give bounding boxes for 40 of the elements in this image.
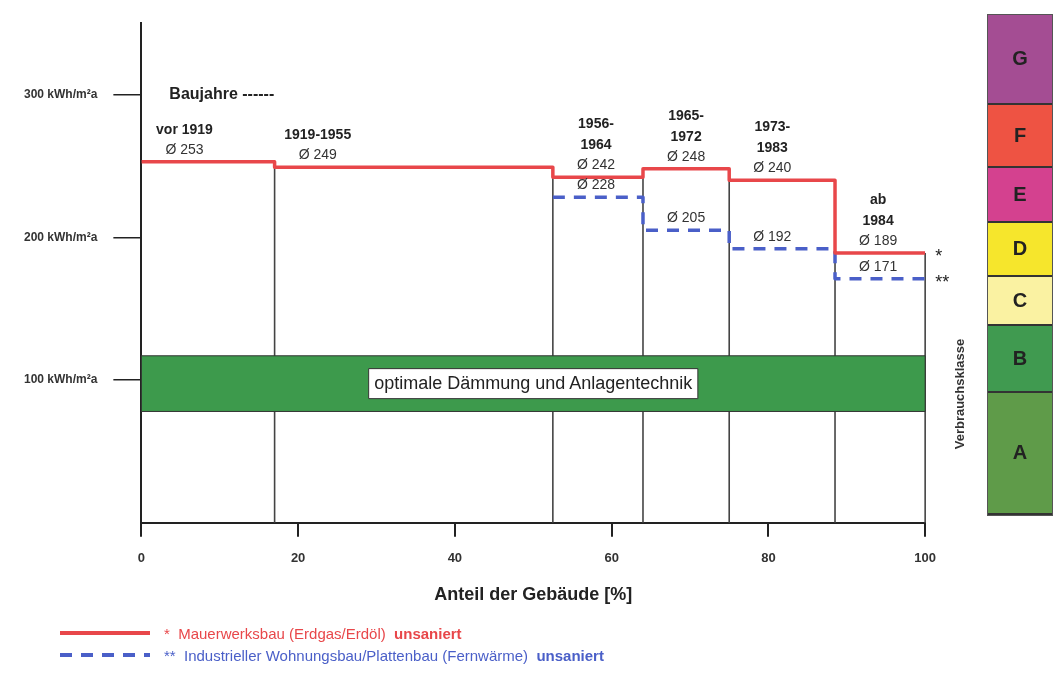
y-tick-label: 300 kWh/m²a: [24, 86, 98, 101]
data-label: Ø 253: [165, 140, 204, 157]
data-label: Ø 249: [298, 146, 337, 163]
category-label: E: [988, 168, 1052, 224]
data-label: Ø 242: [576, 156, 616, 173]
data-label: Ø 248: [667, 147, 706, 164]
text: * Mauerwerksbau (Erdgas/Erdöl) unsaniert: [164, 624, 462, 642]
annotation: 1919-1955: [284, 126, 352, 143]
category-label: D: [988, 223, 1052, 277]
band-label: optimale Dämmung und Anlagentechnik: [374, 372, 694, 393]
annotation: ab 1984: [862, 190, 894, 228]
y-tick-label: 200 kWh/m²a: [24, 229, 98, 244]
annotation: 1965- 1972: [668, 106, 705, 144]
text: Verbrauchsklasse: [951, 338, 967, 450]
category-label: A: [988, 392, 1052, 515]
data-label: Ø 240: [753, 159, 792, 176]
annotation: vor 1919: [156, 120, 214, 137]
data-label: Ø 189: [859, 231, 898, 248]
x-tick-label: 60: [604, 550, 619, 566]
text: ** Industrieller Wohnungsbau/Plattenbau (Fernwärme) unsaniert: [164, 646, 604, 664]
annotation: 1973- 1983: [754, 118, 791, 156]
data-label: Ø 205: [667, 209, 706, 226]
category-label: C: [988, 276, 1052, 326]
x-tick-label: 20: [290, 550, 306, 566]
category-label: F: [988, 104, 1052, 169]
category-label: B: [988, 325, 1052, 393]
x-tick-label: 100: [914, 550, 937, 566]
x-axis-title: Anteil der Gebäude [%]: [434, 584, 633, 605]
data-label: Ø 171: [859, 257, 898, 274]
x-tick-label: 0: [137, 550, 145, 566]
category-label: G: [988, 15, 1052, 105]
x-tick-label: 80: [761, 550, 776, 566]
annotation: Baujahre ------: [169, 84, 275, 102]
text: **: [935, 271, 950, 292]
y-tick-label: 100 kWh/m²a: [24, 372, 98, 387]
text: *: [935, 245, 943, 266]
data-label: Ø 228: [576, 176, 616, 193]
data-label: Ø 192: [753, 227, 792, 244]
annotation: 1956- 1964: [578, 115, 615, 153]
x-tick-label: 40: [447, 550, 463, 566]
